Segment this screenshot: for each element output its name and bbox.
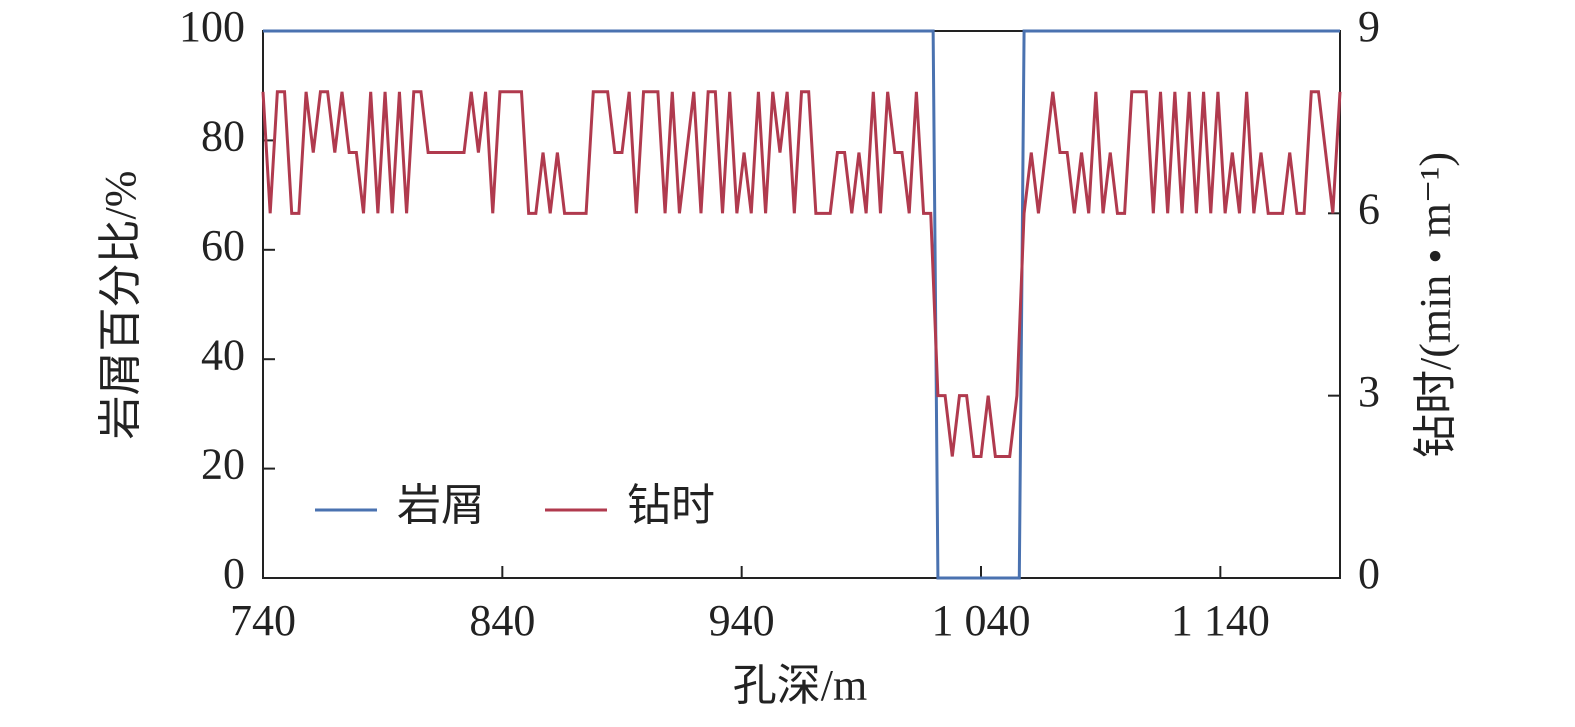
y2-tick-label: 0 [1358, 549, 1380, 598]
y-tick-label: 60 [201, 221, 245, 270]
y-axis-label: 岩屑百分比/% [96, 171, 145, 440]
x-tick-label: 1 140 [1171, 596, 1270, 645]
legend-label: 钻时 [627, 481, 715, 530]
y-tick-label: 0 [223, 549, 245, 598]
legend-label: 岩屑 [397, 481, 485, 530]
series-line [263, 29, 1340, 580]
x-tick-label: 1 040 [932, 596, 1031, 645]
y2-tick-label: 9 [1358, 2, 1380, 51]
x-tick-label: 940 [709, 596, 775, 645]
y-tick-label: 40 [201, 330, 245, 379]
y2-tick-label: 6 [1358, 184, 1380, 233]
x-tick-label: 840 [469, 596, 535, 645]
y-tick-label: 100 [179, 2, 245, 51]
series-line [261, 90, 1342, 458]
y-tick-label: 20 [201, 440, 245, 489]
x-axis-label: 孔深/m [733, 661, 867, 710]
y2-tick-label: 3 [1358, 367, 1380, 416]
x-tick-label: 740 [230, 596, 296, 645]
y-tick-label: 80 [201, 111, 245, 160]
y2-axis-label: 钻时/(min • m⁻¹) [1411, 152, 1460, 458]
